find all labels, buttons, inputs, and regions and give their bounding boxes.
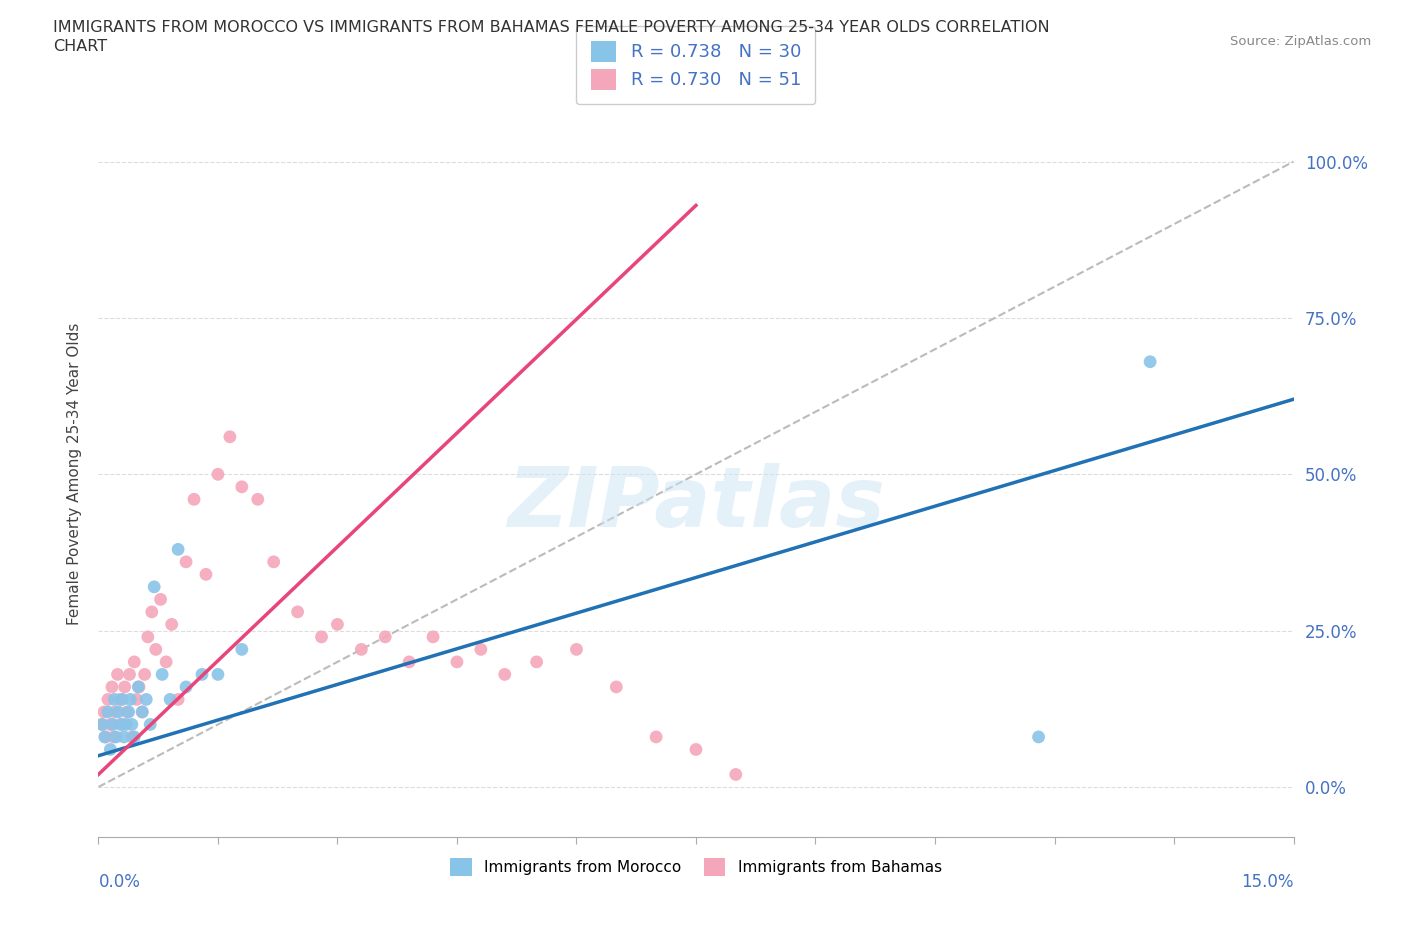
Point [98,742,122,757]
Point [120,692,142,707]
Point [135,692,157,707]
Point [131,705,153,720]
Text: Source: ZipAtlas.com: Source: ZipAtlas.com [1230,35,1371,48]
Point [118,667,141,682]
Point [1028,729,1050,744]
Point [111,717,134,732]
Point [350,642,373,657]
Point [207,667,229,682]
Point [645,729,668,744]
Point [127,680,149,695]
Point [246,492,269,507]
Point [141,604,163,619]
Point [103,729,125,744]
Point [159,692,181,707]
Point [107,667,129,682]
Point [263,554,285,569]
Point [118,705,141,720]
Point [115,717,138,732]
Point [139,717,162,732]
Point [150,667,173,682]
Point [108,692,131,707]
Point [125,692,148,707]
Point [112,729,135,744]
Point [374,630,396,644]
Point [94,729,117,744]
Point [124,655,146,670]
Text: 15.0%: 15.0% [1241,873,1294,891]
Point [167,692,190,707]
Point [605,680,627,695]
Text: 0.0%: 0.0% [98,873,141,891]
Point [94,729,117,744]
Point [104,729,127,744]
Point [104,705,127,720]
Point [121,729,143,744]
Point [145,642,167,657]
Point [136,630,159,644]
Point [114,680,136,695]
Point [155,655,177,670]
Point [101,717,124,732]
Point [97,692,120,707]
Point [470,642,492,657]
Point [103,692,125,707]
Point [149,591,172,606]
Point [1139,354,1161,369]
Point [160,617,183,631]
Point [90,717,112,732]
Point [219,430,242,445]
Text: ZIPatlas: ZIPatlas [508,463,884,544]
Point [422,630,444,644]
Point [183,492,205,507]
Point [91,717,114,732]
Point [207,467,229,482]
Point [231,479,253,494]
Text: IMMIGRANTS FROM MOROCCO VS IMMIGRANTS FROM BAHAMAS FEMALE POVERTY AMONG 25-34 YE: IMMIGRANTS FROM MOROCCO VS IMMIGRANTS FR… [53,20,1050,35]
Point [446,655,468,670]
Point [724,767,747,782]
Point [134,667,156,682]
Point [494,667,516,682]
Point [526,655,548,670]
Point [110,717,132,732]
Point [107,705,129,720]
Point [174,554,197,569]
Point [97,705,120,720]
Point [231,642,253,657]
Point [287,604,309,619]
Point [326,617,349,631]
Point [565,642,588,657]
Legend: Immigrants from Morocco, Immigrants from Bahamas: Immigrants from Morocco, Immigrants from… [443,851,949,884]
Point [167,542,190,557]
Point [98,717,122,732]
Point [311,630,333,644]
Point [128,680,150,695]
Point [195,567,218,582]
Point [101,680,124,695]
Y-axis label: Female Poverty Among 25-34 Year Olds: Female Poverty Among 25-34 Year Olds [67,323,83,626]
Point [124,729,146,744]
Point [174,680,197,695]
Point [93,705,115,720]
Point [121,717,143,732]
Point [115,705,138,720]
Point [131,705,153,720]
Point [398,655,420,670]
Text: CHART: CHART [53,39,107,54]
Point [191,667,214,682]
Point [685,742,707,757]
Point [143,579,166,594]
Point [111,692,134,707]
